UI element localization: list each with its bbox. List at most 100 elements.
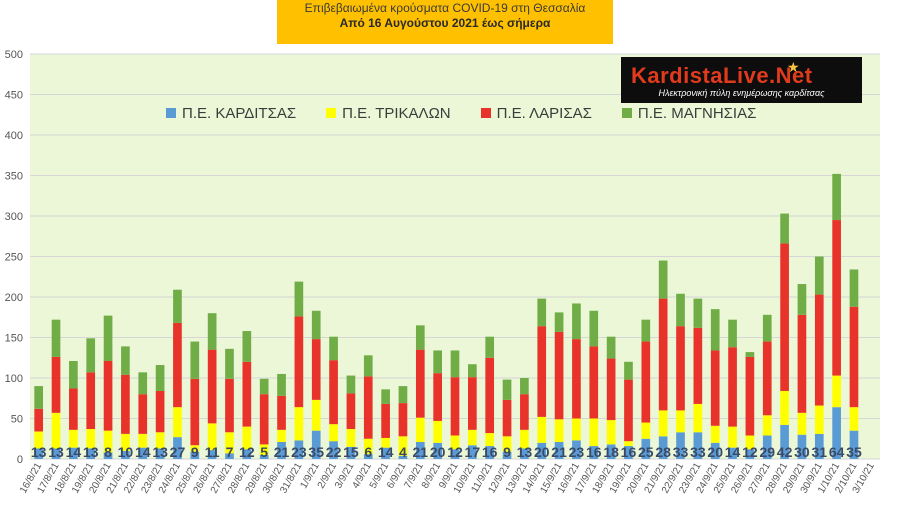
logo-mark-icon: ★ xyxy=(787,59,800,75)
bar-segment-larisa xyxy=(381,403,390,438)
bar-segment-karditsa xyxy=(363,454,373,459)
bar-segment-larisa xyxy=(676,326,685,411)
bar-segment-larisa xyxy=(363,376,373,439)
bar-segment-magnisia xyxy=(502,379,512,400)
bar-segment-magnisia xyxy=(814,256,824,295)
y-tick-label: 300 xyxy=(5,211,23,223)
data-label-karditsa: 4 xyxy=(399,444,407,460)
bar-segment-trikala xyxy=(450,435,460,450)
bar-segment-magnisia xyxy=(173,289,182,323)
bar-segment-karditsa xyxy=(502,451,512,459)
bar-segment-karditsa xyxy=(572,440,581,459)
bar-segment-trikala xyxy=(485,433,495,447)
bar-segment-larisa xyxy=(86,372,96,430)
bar-segment-trikala xyxy=(363,438,373,455)
data-label-karditsa: 16 xyxy=(621,444,637,460)
bar-segment-magnisia xyxy=(589,310,599,347)
bar-segment-trikala xyxy=(849,407,859,431)
data-label-karditsa: 20 xyxy=(534,444,550,460)
bar-segment-magnisia xyxy=(346,375,356,394)
data-label-karditsa: 13 xyxy=(517,444,533,460)
legend-label-trikala: Π.Ε. ΤΡΙΚΑΛΩΝ xyxy=(342,104,451,122)
data-label-karditsa: 25 xyxy=(638,444,654,460)
bar-segment-magnisia xyxy=(294,281,304,317)
bar-segment-magnisia xyxy=(103,315,113,361)
bar-segment-karditsa xyxy=(728,447,737,459)
bar-segment-larisa xyxy=(259,394,269,445)
y-tick-label: 450 xyxy=(5,90,23,102)
chart-title: Επιβεβαιωμένα κρούσματα COVID-19 στη Θεσ… xyxy=(304,1,586,15)
data-label-karditsa: 35 xyxy=(308,444,324,460)
bar-segment-karditsa xyxy=(554,441,564,459)
bar-segment-magnisia xyxy=(433,350,442,374)
y-tick-label: 150 xyxy=(5,333,23,345)
data-label-karditsa: 12 xyxy=(239,444,255,460)
bar-segment-karditsa xyxy=(537,442,547,459)
bar-segment-trikala xyxy=(51,412,61,449)
bar-segment-magnisia xyxy=(572,303,581,340)
bar-segment-magnisia xyxy=(710,309,720,351)
bar-segment-magnisia xyxy=(69,360,78,389)
bar-segment-larisa xyxy=(693,327,703,404)
legend-swatch-magnisia xyxy=(621,108,632,118)
bar-segment-larisa xyxy=(346,393,356,430)
bar-segment-magnisia xyxy=(693,298,703,328)
bar-segment-magnisia xyxy=(849,269,859,307)
bar-segment-larisa xyxy=(624,379,633,442)
bar-segment-karditsa xyxy=(207,450,217,459)
bar-segment-magnisia xyxy=(537,298,547,327)
bar-segment-larisa xyxy=(138,394,148,434)
logo-subtitle: Ηλεκτρονική πύλη ενημέρωσης καρδίτσας xyxy=(658,88,825,98)
bar-segment-karditsa xyxy=(745,449,755,459)
legend-swatch-trikala xyxy=(326,108,337,118)
data-label-karditsa: 21 xyxy=(551,444,567,460)
bar-segment-magnisia xyxy=(190,341,200,379)
bar-segment-magnisia xyxy=(398,386,408,404)
bar-segment-larisa xyxy=(485,357,495,434)
bar-segment-karditsa xyxy=(398,455,408,459)
legend-label-magnisia: Π.Ε. ΜΑΓΝΗΣΙΑΣ xyxy=(637,104,757,122)
bar-segment-karditsa xyxy=(51,448,61,459)
bar-segment-karditsa xyxy=(294,440,304,459)
bar-segment-trikala xyxy=(381,437,390,448)
bar-segment-karditsa xyxy=(415,441,425,459)
data-label-karditsa: 20 xyxy=(707,444,723,460)
bar-segment-trikala xyxy=(762,415,772,436)
bar-segment-trikala xyxy=(658,410,668,437)
legend-item-trikala: Π.Ε. ΤΡΙΚΑΛΩΝ xyxy=(326,104,451,122)
bar-segment-trikala xyxy=(710,425,720,443)
data-label-karditsa: 27 xyxy=(170,444,186,460)
bar-segment-magnisia xyxy=(138,372,148,395)
data-label-karditsa: 64 xyxy=(829,444,845,460)
bar-segment-trikala xyxy=(606,420,616,445)
bar-segment-trikala xyxy=(138,433,148,448)
bar-segment-magnisia xyxy=(225,348,234,379)
data-label-karditsa: 10 xyxy=(118,444,134,460)
bar-segment-magnisia xyxy=(606,336,616,359)
bar-segment-magnisia xyxy=(832,173,841,221)
bar-segment-larisa xyxy=(468,377,477,430)
bar-segment-trikala xyxy=(207,423,217,451)
bar-segment-trikala xyxy=(433,420,442,443)
bar-segment-larisa xyxy=(34,408,44,432)
bar-segment-magnisia xyxy=(259,378,269,395)
bar-segment-trikala xyxy=(589,418,599,447)
bar-segment-karditsa xyxy=(138,447,148,459)
bar-segment-karditsa xyxy=(242,449,252,459)
bar-segment-trikala xyxy=(173,407,182,438)
y-tick-label: 500 xyxy=(5,49,23,61)
bar-segment-magnisia xyxy=(277,373,286,396)
bar-segment-trikala xyxy=(728,426,737,448)
data-label-karditsa: 17 xyxy=(465,444,481,460)
bar-segment-trikala xyxy=(190,445,200,452)
data-label-karditsa: 6 xyxy=(364,444,372,460)
bar-segment-karditsa xyxy=(381,447,390,459)
bar-segment-karditsa xyxy=(155,448,165,459)
legend-swatch-karditsa xyxy=(166,108,176,118)
bar-segment-karditsa xyxy=(832,407,841,459)
data-label-karditsa: 13 xyxy=(83,444,99,460)
bar-segment-trikala xyxy=(797,412,807,435)
bar-segment-trikala xyxy=(745,435,755,450)
data-label-karditsa: 12 xyxy=(447,444,463,460)
data-label-karditsa: 23 xyxy=(291,444,307,460)
